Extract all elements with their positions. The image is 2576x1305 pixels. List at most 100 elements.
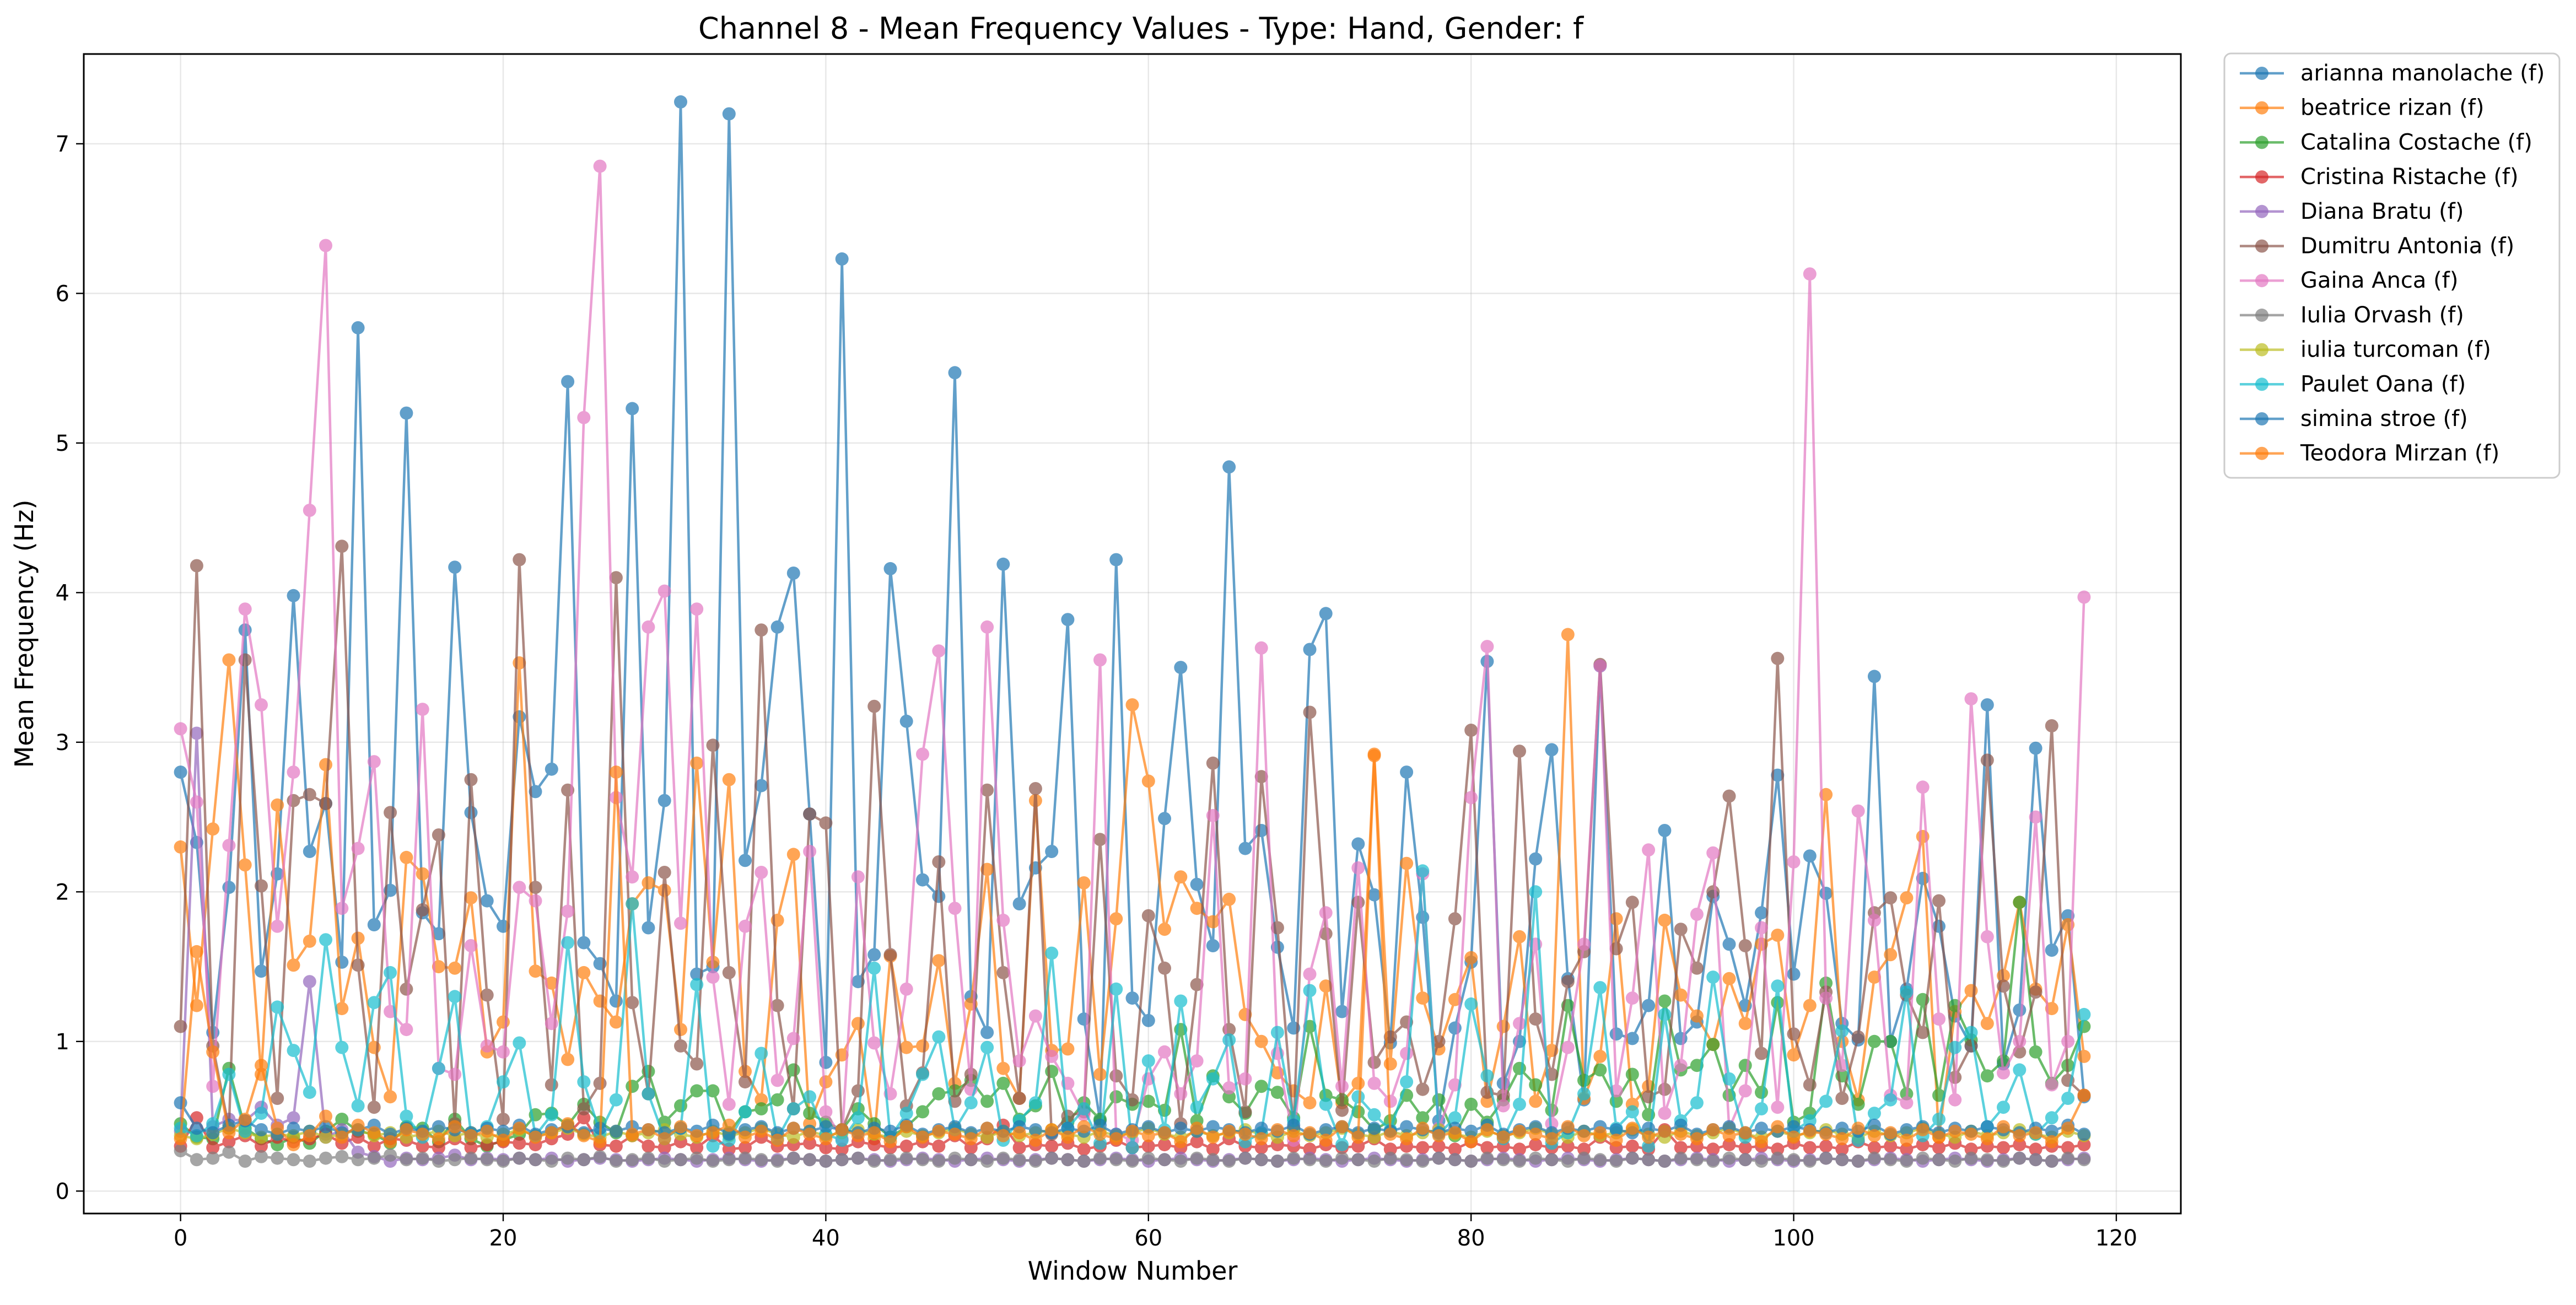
data-point xyxy=(1738,1084,1752,1098)
data-point xyxy=(1400,1120,1414,1134)
data-point xyxy=(642,620,655,634)
chart-title: Channel 8 - Mean Frequency Values - Type… xyxy=(698,11,1585,46)
data-point xyxy=(819,1132,833,1146)
data-point xyxy=(335,1150,349,1163)
data-point xyxy=(1625,991,1639,1005)
data-point xyxy=(1513,1017,1526,1031)
y-tick-label: 3 xyxy=(56,730,69,756)
data-point xyxy=(1932,1113,1946,1126)
legend-label: Paulet Oana (f) xyxy=(2300,371,2466,397)
data-point xyxy=(1464,1097,1478,1111)
data-point xyxy=(706,738,720,752)
data-point xyxy=(1577,1151,1591,1165)
data-point xyxy=(1706,970,1720,984)
data-point xyxy=(867,1155,881,1168)
data-point xyxy=(722,1153,736,1167)
data-point xyxy=(190,945,203,958)
legend-item: Catalina Costache (f) xyxy=(2240,130,2532,155)
legend-swatch-marker xyxy=(2255,101,2268,115)
data-point xyxy=(1867,1034,1881,1048)
data-point xyxy=(1529,1151,1543,1165)
data-point xyxy=(1884,1153,1898,1167)
data-point xyxy=(577,1129,591,1142)
data-point xyxy=(1416,1141,1430,1155)
data-point xyxy=(2045,943,2058,957)
data-point xyxy=(287,589,300,602)
data-point xyxy=(1125,1141,1139,1155)
data-point xyxy=(786,848,800,861)
data-point xyxy=(1771,1101,1785,1114)
legend-swatch-marker xyxy=(2255,308,2268,322)
data-point xyxy=(1803,1155,1817,1168)
data-point xyxy=(271,798,284,812)
data-point xyxy=(1706,1123,1720,1136)
data-point xyxy=(1771,1151,1785,1165)
data-point xyxy=(1012,1054,1026,1068)
data-point xyxy=(1658,913,1672,927)
data-point xyxy=(303,504,316,517)
data-point xyxy=(1593,659,1607,673)
data-point xyxy=(1980,698,1994,711)
data-point xyxy=(722,1118,736,1132)
data-point xyxy=(1884,891,1898,905)
data-point xyxy=(1997,979,2010,993)
data-point xyxy=(222,1126,236,1140)
data-point xyxy=(1335,1120,1349,1134)
data-point xyxy=(1674,1128,1688,1141)
data-point xyxy=(174,1020,187,1033)
data-point xyxy=(899,1040,913,1054)
data-point xyxy=(1335,1080,1349,1093)
data-point xyxy=(1609,1027,1623,1041)
data-point xyxy=(1190,902,1204,915)
data-point xyxy=(238,1113,252,1126)
data-point xyxy=(1948,1124,1962,1138)
data-point xyxy=(2029,1153,2043,1167)
legend-label: Gaina Anca (f) xyxy=(2300,268,2458,293)
data-point xyxy=(1206,808,1220,822)
data-point xyxy=(561,1151,575,1165)
data-point xyxy=(1012,1141,1026,1155)
data-point xyxy=(932,855,946,869)
data-point xyxy=(1158,961,1171,975)
data-point xyxy=(271,919,284,933)
data-point xyxy=(819,816,833,830)
data-point xyxy=(1980,1132,1994,1146)
data-point xyxy=(497,1045,510,1059)
data-point xyxy=(2029,810,2043,824)
data-point xyxy=(1254,770,1268,784)
x-axis-label: Window Number xyxy=(1028,1256,1238,1286)
data-point xyxy=(1561,975,1575,989)
data-point xyxy=(1819,991,1833,1005)
data-point xyxy=(1787,855,1801,869)
data-point xyxy=(1545,1153,1559,1167)
data-point xyxy=(593,994,607,1008)
data-point xyxy=(1448,912,1462,926)
data-point xyxy=(577,966,591,979)
data-point xyxy=(883,562,897,575)
data-point xyxy=(1706,1142,1720,1156)
data-point xyxy=(222,1067,236,1081)
data-point xyxy=(497,1134,510,1147)
data-point xyxy=(1303,1096,1317,1110)
legend-item: Diana Bratu (f) xyxy=(2240,199,2464,224)
data-point xyxy=(916,1153,929,1167)
data-point xyxy=(674,1039,687,1053)
data-point xyxy=(545,1155,558,1168)
data-point xyxy=(786,1032,800,1045)
data-point xyxy=(722,107,736,121)
data-point xyxy=(513,1121,526,1135)
data-point xyxy=(1319,906,1333,920)
data-point xyxy=(932,1139,946,1153)
data-point xyxy=(1045,1151,1059,1165)
data-point xyxy=(1787,1130,1801,1144)
data-point xyxy=(1319,1097,1333,1111)
data-point xyxy=(1625,1067,1639,1081)
data-point xyxy=(287,1121,300,1135)
data-point xyxy=(1900,1123,1914,1136)
data-point xyxy=(367,755,381,769)
data-point xyxy=(1061,1042,1075,1056)
data-point xyxy=(658,1132,671,1146)
data-point xyxy=(1577,937,1591,951)
data-point xyxy=(1529,1078,1543,1092)
data-point xyxy=(190,795,203,809)
